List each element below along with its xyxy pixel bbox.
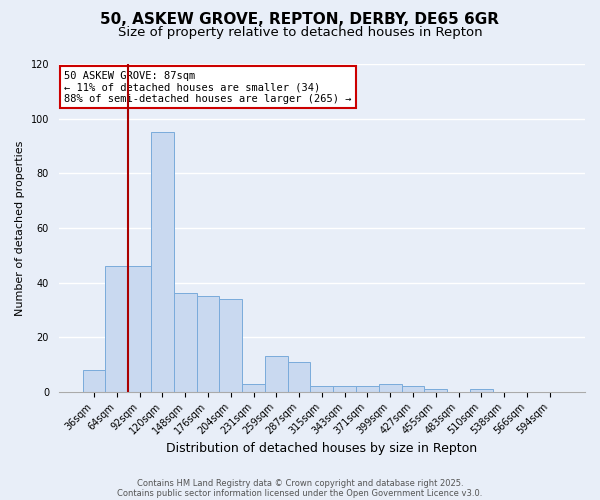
Bar (151, 132, 174, 392)
Bar (333, 386, 356, 392)
X-axis label: Distribution of detached houses by size in Repton: Distribution of detached houses by size … (166, 442, 478, 455)
Bar (220, 299, 242, 392)
Y-axis label: Number of detached properties: Number of detached properties (15, 140, 25, 316)
Text: 50 ASKEW GROVE: 87sqm
← 11% of detached houses are smaller (34)
88% of semi-deta: 50 ASKEW GROVE: 87sqm ← 11% of detached … (64, 70, 352, 104)
Bar (470, 389, 493, 392)
Bar (265, 356, 288, 392)
Bar (401, 386, 424, 392)
Bar (197, 296, 220, 392)
Bar (310, 386, 333, 392)
Bar (424, 389, 447, 392)
Bar (174, 294, 197, 392)
Bar (128, 266, 151, 392)
Text: 50, ASKEW GROVE, REPTON, DERBY, DE65 6GR: 50, ASKEW GROVE, REPTON, DERBY, DE65 6GR (101, 12, 499, 28)
Bar (242, 384, 265, 392)
Bar (83, 370, 106, 392)
Text: Size of property relative to detached houses in Repton: Size of property relative to detached ho… (118, 26, 482, 39)
Bar (379, 384, 401, 392)
Bar (288, 362, 310, 392)
Text: Contains public sector information licensed under the Open Government Licence v3: Contains public sector information licen… (118, 488, 482, 498)
Bar (356, 386, 379, 392)
Text: Contains HM Land Registry data © Crown copyright and database right 2025.: Contains HM Land Registry data © Crown c… (137, 478, 463, 488)
Bar (106, 266, 128, 392)
